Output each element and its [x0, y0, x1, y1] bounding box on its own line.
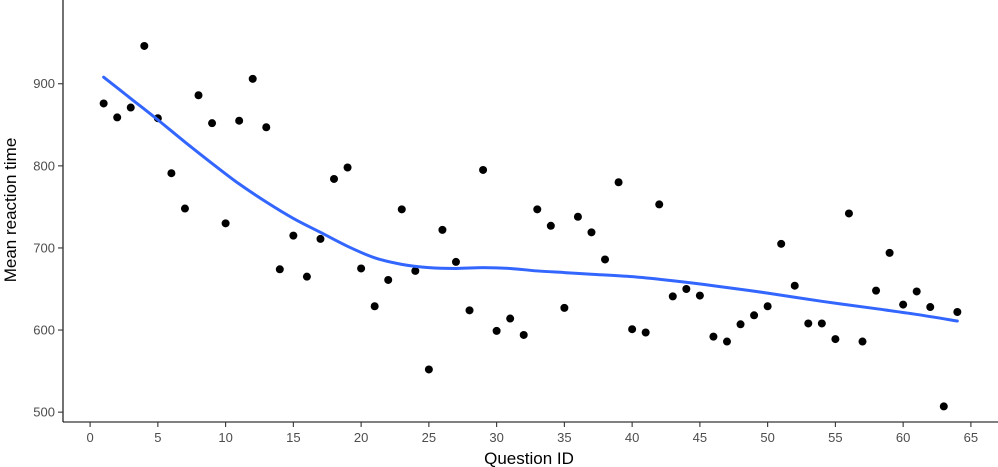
- data-point: [113, 113, 122, 122]
- data-point: [601, 255, 610, 264]
- data-point: [872, 286, 881, 295]
- data-point: [262, 123, 271, 132]
- data-point: [790, 281, 799, 290]
- data-point: [167, 169, 176, 178]
- data-point: [695, 291, 704, 300]
- data-point: [126, 103, 135, 112]
- x-tick-label: 40: [625, 430, 639, 445]
- data-point: [180, 204, 189, 213]
- x-tick-labels: 0 5 10 15 20 25 30 35 40 45 50 55 60 65: [86, 430, 978, 445]
- data-point: [275, 265, 284, 274]
- data-point: [194, 91, 203, 100]
- data-point: [953, 307, 962, 316]
- data-point: [343, 163, 352, 172]
- data-point: [587, 228, 596, 237]
- x-tick-label: 60: [896, 430, 910, 445]
- y-tick-label: 700: [33, 240, 55, 255]
- data-point: [899, 300, 908, 309]
- data-point: [912, 287, 921, 296]
- data-point: [248, 74, 257, 83]
- data-point: [804, 319, 813, 328]
- x-tick-label: 65: [964, 430, 978, 445]
- data-point: [560, 303, 569, 312]
- data-point: [330, 174, 339, 183]
- smooth-trend-line: [102, 75, 959, 323]
- data-point: [411, 266, 420, 275]
- data-point: [722, 337, 731, 346]
- axes: [58, 0, 998, 427]
- data-point: [140, 41, 149, 50]
- x-axis-title: Question ID: [484, 449, 574, 467]
- x-tick-label: 20: [354, 430, 368, 445]
- data-point: [858, 337, 867, 346]
- data-point: [302, 272, 311, 281]
- data-point: [506, 314, 515, 323]
- data-point: [926, 303, 935, 312]
- data-point: [465, 306, 474, 315]
- data-point: [546, 221, 555, 230]
- data-point: [451, 257, 460, 266]
- data-point: [221, 219, 230, 228]
- y-axis-title: Mean reaction time: [1, 138, 20, 283]
- data-point: [479, 165, 488, 174]
- data-point: [844, 209, 853, 218]
- data-point: [208, 119, 217, 128]
- data-point: [641, 328, 650, 337]
- data-point: [289, 231, 298, 240]
- x-tick-label: 5: [154, 430, 161, 445]
- data-point: [424, 365, 433, 374]
- data-point: [750, 311, 759, 320]
- data-point: [235, 116, 244, 125]
- data-point: [384, 275, 393, 284]
- data-point: [370, 302, 379, 311]
- x-tick-label: 45: [693, 430, 707, 445]
- data-point: [763, 302, 772, 311]
- x-tick-label: 55: [828, 430, 842, 445]
- x-tick-label: 50: [760, 430, 774, 445]
- x-tick-label: 0: [86, 430, 93, 445]
- y-tick-label: 800: [33, 158, 55, 173]
- data-point: [885, 248, 894, 257]
- data-point: [316, 234, 325, 243]
- data-point: [628, 325, 637, 334]
- data-point: [831, 335, 840, 344]
- data-points: [99, 41, 962, 411]
- data-point: [817, 319, 826, 328]
- data-point: [614, 178, 623, 187]
- x-tick-label: 15: [286, 430, 300, 445]
- data-point: [777, 239, 786, 248]
- data-point: [492, 326, 501, 335]
- data-point: [668, 292, 677, 301]
- x-tick-label: 35: [557, 430, 571, 445]
- x-tick-label: 10: [218, 430, 232, 445]
- y-tick-label: 900: [33, 76, 55, 91]
- data-point: [438, 225, 447, 234]
- data-point: [99, 99, 108, 108]
- trend-line-path: [102, 75, 959, 323]
- data-point: [357, 264, 366, 273]
- data-point: [533, 205, 542, 214]
- y-tick-label: 500: [33, 405, 55, 420]
- y-tick-label: 600: [33, 323, 55, 338]
- data-point: [573, 212, 582, 221]
- y-tick-labels: 500 600 700 800 900: [33, 76, 55, 419]
- data-point: [709, 332, 718, 341]
- data-point: [655, 200, 664, 209]
- data-point: [736, 320, 745, 329]
- x-tick-label: 30: [489, 430, 503, 445]
- data-point: [939, 402, 948, 411]
- data-point: [397, 205, 406, 214]
- data-point: [519, 330, 528, 339]
- x-tick-label: 25: [422, 430, 436, 445]
- data-point: [682, 284, 691, 293]
